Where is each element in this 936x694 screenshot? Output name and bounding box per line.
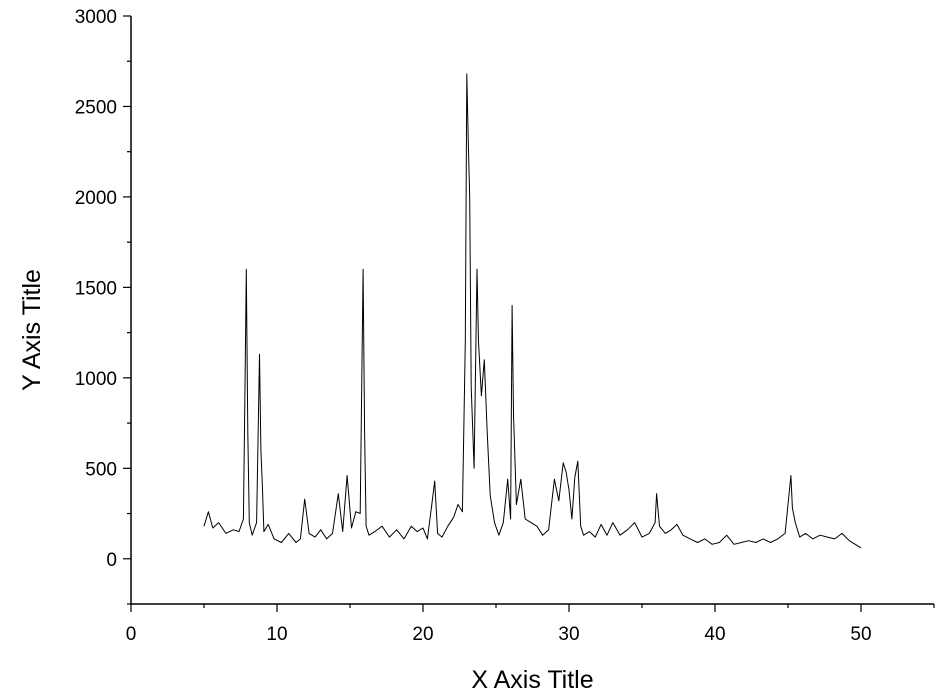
y-tick-label: 1000 (75, 369, 117, 390)
y-tick-label: 3000 (75, 7, 117, 28)
y-tick-label: 500 (85, 459, 117, 480)
x-tick-label: 40 (704, 624, 725, 645)
y-tick-label: 1500 (75, 278, 117, 299)
y-tick-label: 0 (106, 550, 117, 571)
axes (130, 16, 934, 605)
y-axis-title: Y Axis Title (18, 269, 46, 391)
series-line (203, 73, 862, 549)
ticks (123, 15, 935, 612)
x-tick-label: 50 (850, 624, 871, 645)
y-tick-label: 2000 (75, 188, 117, 209)
x-tick-label: 0 (126, 624, 137, 645)
x-axis-title: X Axis Title (471, 666, 593, 694)
series-layer (203, 73, 862, 549)
y-tick-label: 2500 (75, 97, 117, 118)
x-tick-label: 20 (412, 624, 433, 645)
x-tick-label: 10 (266, 624, 287, 645)
x-tick-label: 30 (558, 624, 579, 645)
